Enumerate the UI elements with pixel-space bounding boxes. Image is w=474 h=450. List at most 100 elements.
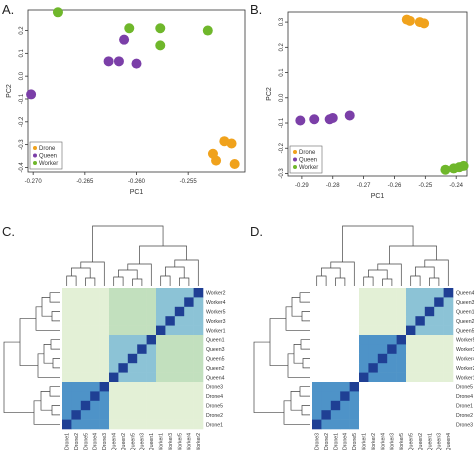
dendrogram-branch — [66, 275, 77, 286]
heatmap-cell — [127, 363, 138, 373]
heatmap-cell — [62, 400, 72, 411]
heatmap-cell — [137, 391, 147, 402]
heatmap-cell — [377, 363, 388, 373]
dendrogram-branch — [71, 267, 91, 278]
column-label: Drone5 — [83, 433, 89, 450]
heatmap-cell — [415, 353, 426, 364]
heatmap-cell — [359, 325, 369, 336]
heatmap-cell — [62, 344, 72, 355]
heatmap-cell — [387, 363, 397, 373]
heatmap-cell — [415, 419, 426, 430]
heatmap-cell — [165, 363, 176, 373]
heatmap-cell — [368, 344, 379, 355]
heatmap-cell — [330, 325, 341, 336]
heatmap-cell — [321, 353, 332, 364]
heatmap-cell — [137, 288, 147, 298]
heatmap-cell — [330, 372, 341, 383]
heatmap-cell — [443, 410, 454, 420]
heatmap-cell — [330, 410, 341, 420]
heatmap-cell — [62, 382, 72, 392]
heatmap-cell — [137, 363, 147, 373]
heatmap-cell — [156, 400, 166, 411]
heatmap-cell — [349, 316, 360, 326]
heatmap-cell — [184, 400, 194, 411]
x-tick-label: -0.27 — [357, 183, 371, 189]
heatmap-cell — [80, 382, 91, 392]
heatmap-cell — [71, 410, 82, 420]
heatmap-cell — [118, 410, 129, 420]
heatmap-cell — [321, 306, 332, 317]
x-tick-label: -0.265 — [76, 179, 94, 185]
data-point-drone-b — [404, 15, 415, 26]
heatmap-cell — [71, 419, 82, 430]
heatmap-cell — [71, 363, 82, 373]
heatmap-cell — [146, 344, 157, 355]
heatmap-cell — [62, 316, 72, 326]
y-tick-label: 0.0 — [19, 71, 25, 80]
row-label: Worker1 — [206, 328, 226, 334]
heatmap-cell — [71, 344, 82, 355]
heatmap-cell — [312, 382, 322, 392]
dendrogram-branch — [51, 405, 60, 416]
column-label: Worker4 — [187, 433, 193, 450]
heatmap-cell — [184, 382, 194, 392]
heatmap-cell — [340, 419, 350, 430]
heatmap-cell — [387, 353, 397, 364]
y-tick-label: -0.3 — [19, 139, 25, 150]
heatmap-cell — [146, 325, 157, 336]
data-point-drone-a — [229, 159, 240, 170]
heatmap-cell — [424, 391, 435, 402]
heatmap-cell — [406, 391, 416, 402]
heatmap-cell — [80, 363, 91, 373]
heatmap-cell — [312, 410, 322, 420]
data-point-worker-a — [155, 40, 166, 51]
data-point-queen-a — [103, 56, 114, 67]
data-point-worker-a — [202, 25, 213, 36]
column-label: Drone4 — [93, 433, 99, 450]
heatmap-cell — [71, 335, 82, 345]
heatmap-cell — [118, 391, 129, 402]
dendrogram-branch — [132, 278, 143, 286]
row-label: Drone5 — [206, 404, 223, 410]
heatmap-cell — [165, 288, 176, 298]
heatmap-cell — [156, 344, 166, 355]
legend-entry: Drone — [299, 150, 316, 156]
dendrogram-branch — [363, 276, 374, 286]
column-label: Drone4 — [343, 433, 349, 450]
heatmap-cell — [434, 372, 444, 383]
heatmap-cell — [330, 344, 341, 355]
heatmap-cell — [359, 382, 369, 392]
dendrogram-branch — [283, 400, 310, 425]
column-label: Worker1 — [158, 433, 164, 450]
heatmap-cell — [146, 391, 157, 402]
heatmap-cell — [184, 372, 194, 383]
heatmap-cell — [368, 391, 379, 402]
dendrogram-branch — [179, 277, 190, 286]
column-label: Queen3 — [140, 433, 146, 450]
y-tick-label: -0.2 — [279, 142, 285, 153]
heatmap-cell — [387, 382, 397, 392]
heatmap-cell — [174, 288, 185, 298]
panel-letter-d: D. — [250, 224, 263, 239]
dendrogram-branch — [41, 297, 52, 317]
heatmap-cell — [368, 297, 379, 308]
data-point-queen-a — [131, 58, 142, 69]
heatmap-cell — [415, 344, 426, 355]
heatmap-cell — [184, 288, 194, 298]
heatmap-cell — [62, 363, 72, 373]
heatmap-cell — [424, 372, 435, 383]
heatmap-cell — [349, 306, 360, 317]
heatmap-cell — [387, 316, 397, 326]
heatmap-cell — [109, 419, 119, 430]
heatmap-cell — [415, 382, 426, 392]
column-label: Queen2 — [121, 433, 127, 450]
column-label: Worker1 — [362, 433, 368, 450]
dendrogram-branch — [424, 259, 449, 286]
heatmap-cell — [424, 297, 435, 308]
dendrogram-branch — [330, 261, 355, 286]
heatmap-cell — [377, 288, 388, 298]
heatmap-cell — [62, 353, 72, 364]
heatmap-cell — [368, 353, 379, 364]
heatmap-cell — [109, 391, 119, 402]
heatmap-cell — [443, 306, 454, 317]
